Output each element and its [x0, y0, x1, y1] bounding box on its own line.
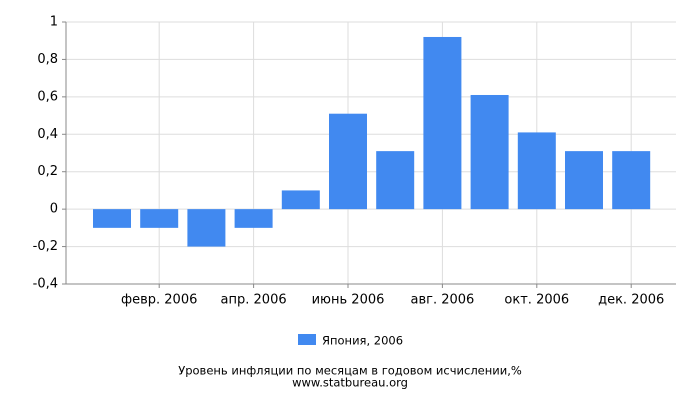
bar	[281, 190, 320, 210]
chart-subtitle: www.statbureau.org	[292, 376, 408, 390]
x-tick-label: авг. 2006	[410, 293, 474, 308]
y-tick-label: -0,2	[33, 239, 58, 254]
bar	[234, 209, 273, 228]
bar	[329, 113, 367, 210]
bar	[517, 132, 556, 210]
bar	[612, 151, 651, 210]
chart-title: Уровень инфляции по месяцам в годовом ис…	[178, 364, 522, 378]
bar	[423, 36, 462, 210]
y-tick-label: 0,4	[37, 127, 58, 142]
bar	[187, 209, 226, 247]
bar	[470, 94, 509, 210]
x-tick-label: окт. 2006	[504, 293, 569, 308]
legend-label: Япония, 2006	[322, 334, 403, 348]
y-tick-label: 0,2	[37, 164, 58, 179]
x-tick-label: июнь 2006	[312, 293, 385, 308]
bar	[376, 151, 415, 210]
bar	[93, 209, 131, 228]
x-tick-label: апр. 2006	[221, 293, 287, 308]
x-tick-label: февр. 2006	[121, 293, 197, 308]
y-tick-label: 0,8	[37, 52, 58, 67]
bar	[565, 151, 603, 210]
y-tick-label: 1	[50, 15, 58, 30]
legend-swatch	[298, 334, 316, 345]
x-tick-label: дек. 2006	[598, 293, 664, 308]
y-tick-label: 0	[50, 202, 58, 217]
y-tick-label: -0,4	[33, 277, 58, 292]
bar	[140, 209, 179, 228]
y-tick-label: 0,6	[37, 89, 58, 104]
